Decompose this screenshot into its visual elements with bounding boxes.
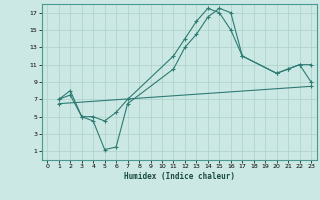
X-axis label: Humidex (Indice chaleur): Humidex (Indice chaleur) [124,172,235,181]
